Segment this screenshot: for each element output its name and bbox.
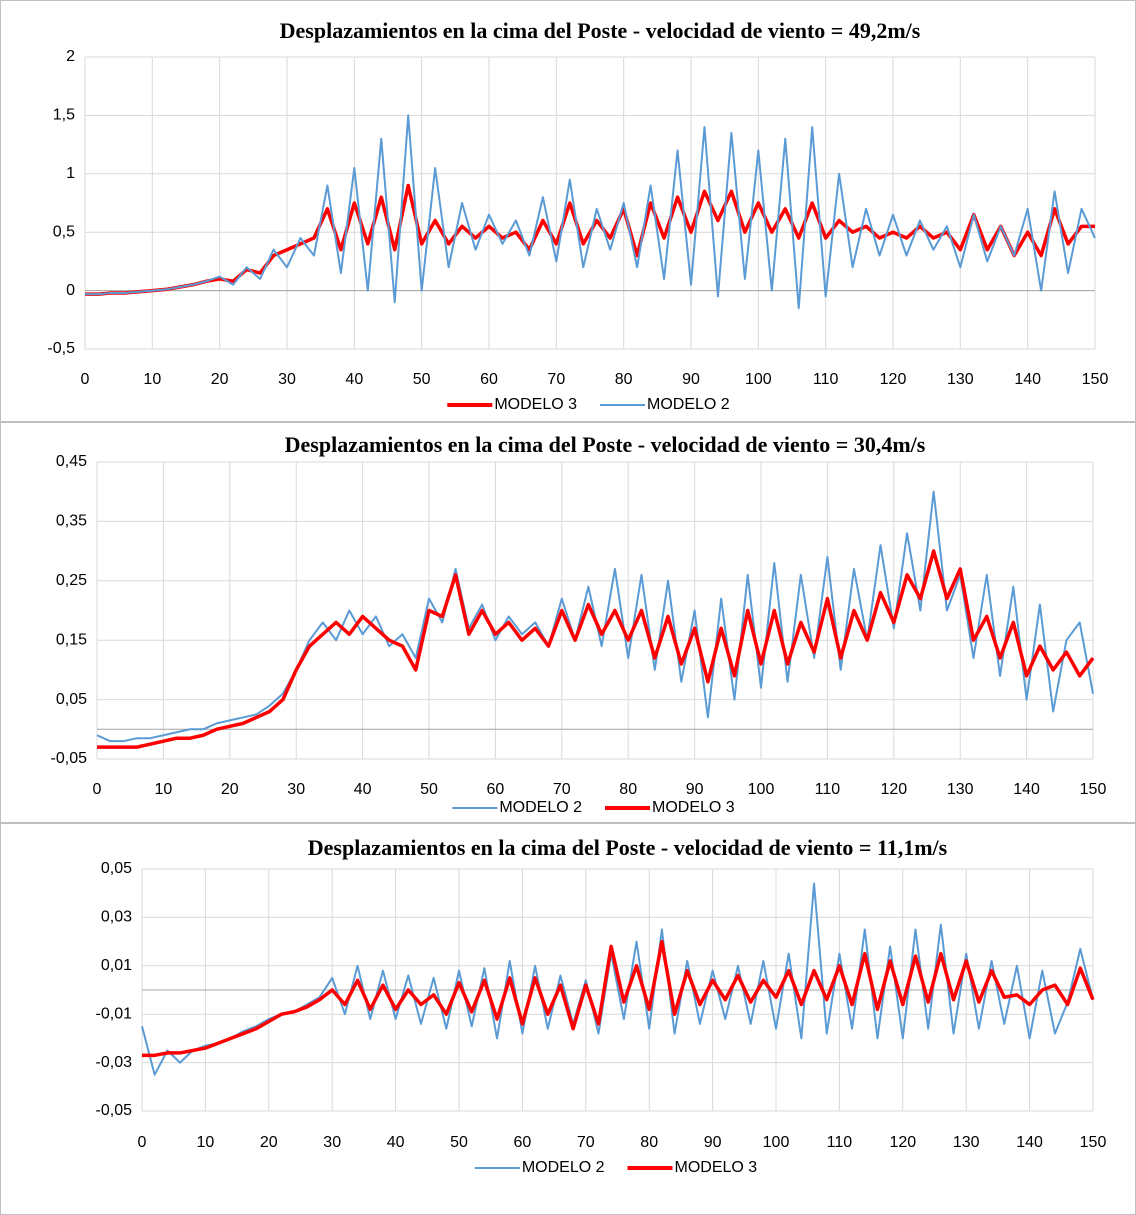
x-tick-label: 70 [553, 781, 571, 798]
series-line [85, 114, 1096, 310]
series-line [85, 183, 1095, 296]
y-tick-label: 0,05 [101, 860, 132, 877]
x-tick-label: 50 [420, 781, 438, 798]
chart-title: Desplazamientos en la cima del Poste - v… [308, 835, 948, 860]
x-tick-label: 100 [745, 371, 772, 388]
y-tick-label: -0,05 [96, 1102, 133, 1119]
y-tick-label: 0,35 [56, 513, 87, 530]
y-tick-label: 0 [66, 282, 75, 299]
x-tick-label: 90 [686, 781, 704, 798]
chart-title: Desplazamientos en la cima del Poste - v… [285, 432, 926, 457]
y-tick-label: -0,01 [96, 1005, 133, 1022]
y-tick-label: 0,5 [53, 223, 75, 240]
x-tick-label: 40 [387, 1134, 405, 1151]
x-tick-label: 70 [577, 1134, 595, 1151]
y-tick-label: 0,15 [56, 631, 87, 648]
y-tick-label: 1 [66, 165, 75, 182]
y-tick-label: 0,45 [56, 453, 87, 470]
y-tick-label: 2 [66, 48, 75, 65]
x-tick-label: 80 [640, 1134, 658, 1151]
x-tick-label: 10 [155, 781, 173, 798]
x-tick-label: 130 [947, 781, 974, 798]
x-tick-label: 20 [221, 781, 239, 798]
x-tick-label: 30 [278, 371, 296, 388]
y-tick-label: 0,03 [101, 909, 132, 926]
series-line [142, 939, 1095, 1058]
x-tick-label: 70 [547, 371, 565, 388]
x-tick-label: 60 [487, 781, 505, 798]
x-tick-label: 50 [413, 371, 431, 388]
x-tick-label: 140 [1016, 1134, 1043, 1151]
x-tick-label: 20 [260, 1134, 278, 1151]
y-tick-label: 0,05 [56, 691, 87, 708]
legend-label: MODELO 3 [494, 396, 577, 413]
series-line [97, 549, 1095, 749]
y-tick-label: -0,5 [47, 340, 75, 357]
y-tick-label: -0,03 [96, 1054, 133, 1071]
x-tick-label: 90 [682, 371, 700, 388]
x-tick-label: 100 [748, 781, 775, 798]
x-tick-label: 140 [1014, 371, 1041, 388]
x-tick-label: 120 [889, 1134, 916, 1151]
x-tick-label: 110 [815, 781, 841, 798]
y-tick-label: 0,01 [101, 957, 132, 974]
y-tick-label: 1,5 [53, 107, 75, 124]
x-tick-label: 110 [827, 1134, 853, 1151]
x-tick-label: 30 [287, 781, 305, 798]
legend-label: MODELO 2 [499, 799, 582, 816]
x-tick-label: 10 [143, 371, 161, 388]
x-tick-label: 0 [138, 1134, 147, 1151]
legend-label: MODELO 3 [652, 799, 735, 816]
x-tick-label: 40 [345, 371, 363, 388]
x-tick-label: 80 [615, 371, 633, 388]
x-tick-label: 90 [704, 1134, 722, 1151]
x-tick-label: 0 [93, 781, 102, 798]
x-tick-label: 120 [880, 371, 907, 388]
x-tick-label: 150 [1082, 371, 1109, 388]
x-tick-label: 100 [763, 1134, 790, 1151]
legend-label: MODELO 2 [522, 1159, 605, 1176]
x-tick-label: 120 [880, 781, 907, 798]
x-tick-label: 60 [480, 371, 498, 388]
x-tick-label: 150 [1080, 781, 1107, 798]
x-tick-label: 130 [947, 371, 974, 388]
x-tick-label: 150 [1080, 1134, 1107, 1151]
x-tick-label: 20 [211, 371, 229, 388]
x-tick-label: 130 [953, 1134, 980, 1151]
legend-label: MODELO 2 [647, 396, 730, 413]
x-tick-label: 140 [1013, 781, 1040, 798]
x-tick-label: 60 [514, 1134, 532, 1151]
chart-title: Desplazamientos en la cima del Poste - v… [280, 18, 921, 43]
legend-label: MODELO 3 [675, 1159, 758, 1176]
x-tick-label: 50 [450, 1134, 468, 1151]
panel-border [0, 823, 1136, 1215]
x-tick-label: 80 [619, 781, 637, 798]
y-tick-label: -0,05 [51, 750, 88, 767]
x-tick-label: 30 [323, 1134, 341, 1151]
x-tick-label: 110 [813, 371, 839, 388]
y-tick-label: 0,25 [56, 572, 87, 589]
x-tick-label: 0 [81, 371, 90, 388]
x-tick-label: 10 [197, 1134, 215, 1151]
x-tick-label: 40 [354, 781, 372, 798]
